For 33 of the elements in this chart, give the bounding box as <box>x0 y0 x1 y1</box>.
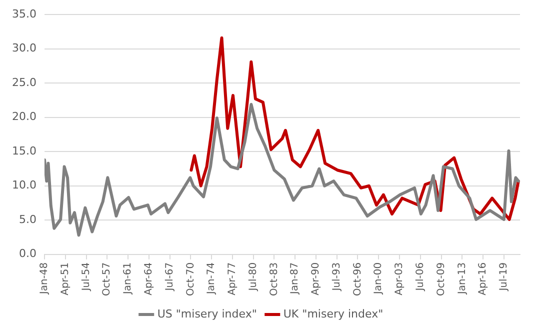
legend-label: UK "misery index" <box>283 307 384 320</box>
x-tick-label: Apr-64 <box>144 262 155 296</box>
x-tick-label: Jan-13 <box>456 262 468 296</box>
x-tick-label: Oct-57 <box>102 262 113 296</box>
x-tick-label: Oct-09 <box>436 262 447 296</box>
x-tick-label: Apr-16 <box>478 262 489 296</box>
y-tick-label: 35.0 <box>12 7 36 20</box>
x-tick-label: Jan-74 <box>206 262 218 296</box>
y-tick-label: 25.0 <box>12 76 36 89</box>
y-tick-label: 30.0 <box>12 42 36 55</box>
x-tick-label: Jul-19 <box>498 262 510 292</box>
x-tick-label: Apr-51 <box>60 262 71 296</box>
x-tick-label: Apr-90 <box>310 262 322 296</box>
x-tick-label: Jul-54 <box>80 262 92 292</box>
x-tick-label: Apr-77 <box>227 262 238 296</box>
x-tick-label: Oct-83 <box>268 262 280 296</box>
x-tick-label: Jul-06 <box>414 262 426 292</box>
x-tick-label: Jan-61 <box>122 262 134 296</box>
y-tick-label: 10.0 <box>12 178 36 192</box>
legend-label: US "misery index" <box>157 307 257 320</box>
x-tick-label: Oct-70 <box>185 262 196 296</box>
y-tick-label: 5.0 <box>18 212 36 226</box>
y-tick-label: 15.0 <box>12 144 36 158</box>
x-tick-label: Jul-93 <box>331 262 342 292</box>
x-tick-label: Jul-67 <box>164 262 176 292</box>
x-tick-label: Oct-96 <box>352 262 364 296</box>
x-tick-label: Jan-48 <box>39 262 50 296</box>
x-tick-label: Jan-00 <box>373 262 384 296</box>
y-tick-label: 20.0 <box>12 110 36 124</box>
y-tick-label: 0.0 <box>18 247 36 260</box>
x-tick-label: Apr-03 <box>394 262 406 296</box>
x-tick-label: Jan-87 <box>290 262 301 296</box>
x-tick-label: Jul-80 <box>248 262 259 292</box>
